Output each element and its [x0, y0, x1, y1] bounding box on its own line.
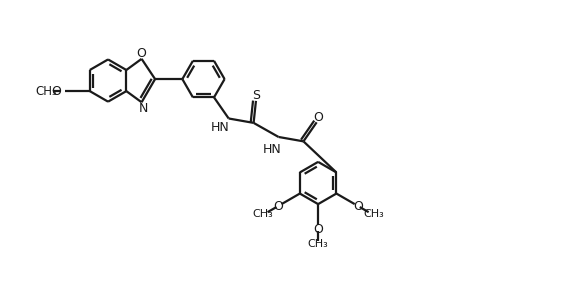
Text: O: O [353, 200, 364, 213]
Text: S: S [252, 89, 260, 102]
Text: O: O [52, 85, 61, 98]
Text: N: N [139, 102, 148, 115]
Text: CH₃: CH₃ [36, 85, 57, 98]
Text: CH₃: CH₃ [364, 209, 384, 219]
Text: CH₃: CH₃ [252, 209, 273, 219]
Text: O: O [137, 47, 147, 60]
Text: HN: HN [211, 121, 230, 134]
Text: O: O [313, 223, 323, 236]
Text: CH₃: CH₃ [308, 239, 328, 249]
Text: O: O [273, 200, 283, 213]
Text: O: O [313, 110, 323, 123]
Text: HN: HN [263, 143, 282, 156]
